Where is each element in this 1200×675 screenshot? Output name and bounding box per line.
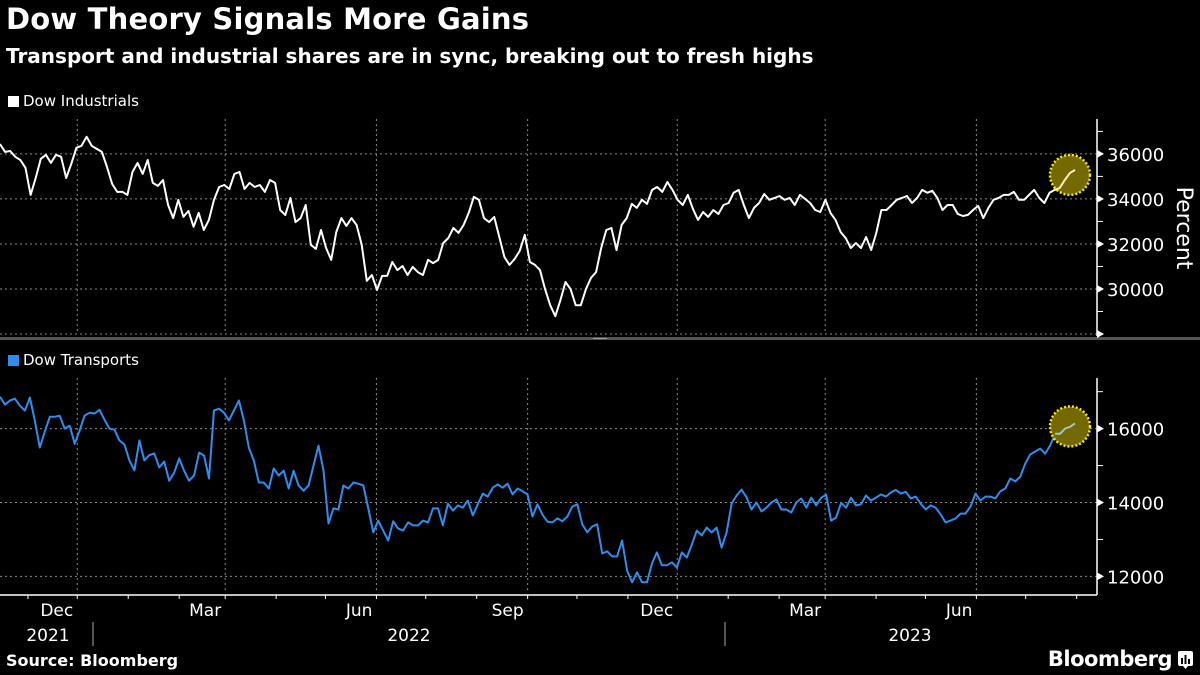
y-tick-marker (1097, 284, 1104, 293)
transports-line (0, 396, 1076, 584)
legend-label-transports: Dow Transports (23, 351, 139, 369)
y-tick-marker (1097, 149, 1104, 158)
x-tick-label: Jun (945, 601, 973, 621)
y-tick-label: 34000 (1107, 190, 1164, 211)
x-year-label: 2022 (387, 626, 430, 646)
brand-logo: Bloomberg (1047, 647, 1173, 671)
y-tick-label: 12000 (1107, 567, 1164, 588)
x-tick-label: Jun (345, 601, 373, 621)
chart-subtitle: Transport and industrial shares are in s… (6, 44, 814, 68)
y-tick-label: 32000 (1107, 235, 1164, 256)
legend-swatch-transports (8, 354, 19, 366)
chart-title: Dow Theory Signals More Gains (6, 2, 530, 36)
y-tick-marker (1097, 572, 1104, 581)
x-tick-label: Mar (189, 601, 221, 621)
legend-label-industrials: Dow Industrials (23, 92, 139, 110)
legend-transports: Dow Transports (8, 351, 139, 369)
x-tick-label: Dec (640, 601, 673, 621)
legend-industrials: Dow Industrials (8, 92, 139, 110)
legend-swatch-industrials (8, 95, 19, 107)
industrials-line (0, 135, 1076, 318)
x-year-label: 2023 (888, 626, 931, 646)
y-tick-label: 36000 (1107, 145, 1164, 166)
y-tick-label: 16000 (1107, 420, 1164, 441)
industrials-latest-segment (1054, 169, 1076, 191)
y-tick-marker (1097, 424, 1104, 433)
x-tick-label: Dec (40, 601, 73, 621)
y-tick-label: 14000 (1107, 493, 1164, 514)
y-axis-title: Percent (1171, 187, 1196, 270)
panel-resize-handle (593, 338, 607, 339)
transports-latest-segment (1055, 422, 1076, 435)
bloomberg-chart-icon (1178, 651, 1193, 669)
y-tick-marker (1097, 330, 1104, 338)
y-tick-marker (1097, 194, 1104, 203)
y-tick-marker (1097, 498, 1104, 507)
source-note: Source: Bloomberg (6, 651, 179, 670)
x-tick-label: Mar (789, 601, 821, 621)
industrials-highlight-circle (1048, 153, 1092, 197)
y-tick-marker (1097, 239, 1104, 248)
x-tick-label: Sep (492, 601, 524, 621)
x-year-label: 2021 (26, 626, 69, 646)
y-tick-label: 30000 (1107, 280, 1164, 301)
